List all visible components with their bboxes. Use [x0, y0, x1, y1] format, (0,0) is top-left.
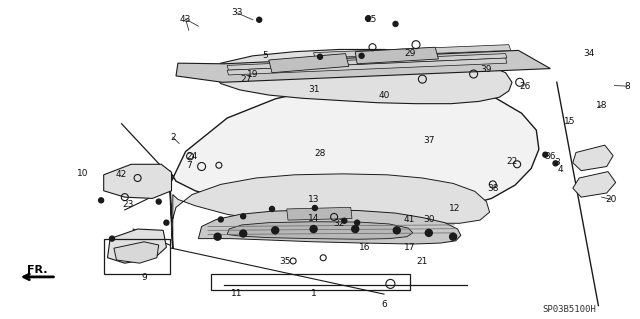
- Text: 6: 6: [381, 300, 387, 309]
- Text: 11: 11: [231, 289, 243, 298]
- Text: 8: 8: [625, 82, 630, 91]
- Polygon shape: [214, 49, 512, 104]
- Polygon shape: [355, 47, 438, 64]
- Circle shape: [352, 226, 358, 233]
- Text: 28: 28: [314, 149, 326, 158]
- Text: 43: 43: [180, 15, 191, 24]
- Circle shape: [312, 205, 317, 211]
- Text: 24: 24: [186, 152, 198, 161]
- Circle shape: [214, 233, 221, 240]
- Text: 12: 12: [449, 204, 460, 213]
- Polygon shape: [269, 54, 349, 73]
- Circle shape: [426, 229, 432, 236]
- Text: 1: 1: [311, 289, 316, 298]
- Circle shape: [342, 218, 347, 223]
- Text: 19: 19: [247, 70, 259, 79]
- Text: 10: 10: [77, 169, 89, 178]
- Text: 34: 34: [583, 49, 595, 58]
- Text: 9: 9: [141, 273, 147, 282]
- Polygon shape: [172, 174, 490, 249]
- Text: 42: 42: [116, 170, 127, 179]
- Circle shape: [240, 230, 246, 237]
- Polygon shape: [114, 242, 159, 263]
- Text: 40: 40: [378, 91, 390, 100]
- Circle shape: [156, 199, 161, 204]
- Circle shape: [99, 198, 104, 203]
- Text: 7: 7: [186, 161, 191, 170]
- Polygon shape: [227, 58, 507, 75]
- Text: 27: 27: [241, 75, 252, 84]
- Text: 14: 14: [308, 214, 319, 223]
- Text: SP03B5100H: SP03B5100H: [543, 305, 596, 314]
- Text: FR.: FR.: [27, 265, 47, 275]
- Text: 3: 3: [554, 158, 559, 167]
- Circle shape: [241, 214, 246, 219]
- Text: 22: 22: [506, 157, 518, 166]
- Circle shape: [543, 152, 548, 157]
- Text: 31: 31: [308, 85, 319, 94]
- Polygon shape: [198, 210, 461, 244]
- Text: 41: 41: [404, 215, 415, 224]
- Text: 2: 2: [170, 133, 175, 142]
- Circle shape: [310, 226, 317, 233]
- Text: 20: 20: [605, 195, 617, 204]
- Text: 5: 5: [263, 51, 268, 60]
- Circle shape: [355, 220, 360, 225]
- Circle shape: [365, 16, 371, 21]
- Circle shape: [272, 227, 278, 234]
- Polygon shape: [573, 172, 616, 197]
- Circle shape: [164, 220, 169, 225]
- Text: 37: 37: [423, 136, 435, 145]
- Circle shape: [218, 217, 223, 222]
- Circle shape: [317, 54, 323, 59]
- Text: 13: 13: [308, 195, 319, 204]
- Text: 4: 4: [557, 165, 563, 174]
- Text: 21: 21: [417, 257, 428, 266]
- Text: 32: 32: [333, 219, 345, 228]
- Text: 38: 38: [487, 184, 499, 193]
- Circle shape: [553, 161, 558, 166]
- Polygon shape: [104, 164, 172, 198]
- Text: 18: 18: [596, 101, 607, 110]
- Polygon shape: [573, 145, 613, 171]
- Polygon shape: [314, 45, 511, 58]
- Circle shape: [109, 236, 115, 241]
- Circle shape: [257, 17, 262, 22]
- Text: 23: 23: [122, 200, 134, 209]
- Text: 15: 15: [564, 117, 575, 126]
- Text: 17: 17: [404, 243, 415, 252]
- Text: 33: 33: [231, 8, 243, 17]
- Text: 29: 29: [404, 49, 415, 58]
- Polygon shape: [108, 229, 166, 263]
- Text: 35: 35: [279, 257, 291, 266]
- Text: 36: 36: [545, 152, 556, 161]
- Polygon shape: [176, 50, 550, 82]
- Circle shape: [269, 206, 275, 211]
- Text: 16: 16: [359, 243, 371, 252]
- Text: 39: 39: [481, 65, 492, 74]
- Polygon shape: [170, 81, 539, 249]
- Polygon shape: [227, 222, 413, 239]
- Polygon shape: [287, 207, 352, 220]
- Text: 30: 30: [423, 215, 435, 224]
- Circle shape: [359, 53, 364, 58]
- Text: 26: 26: [519, 82, 531, 91]
- Circle shape: [393, 21, 398, 26]
- Polygon shape: [227, 54, 507, 70]
- Circle shape: [450, 233, 456, 240]
- Circle shape: [394, 227, 400, 234]
- Text: 25: 25: [365, 15, 377, 24]
